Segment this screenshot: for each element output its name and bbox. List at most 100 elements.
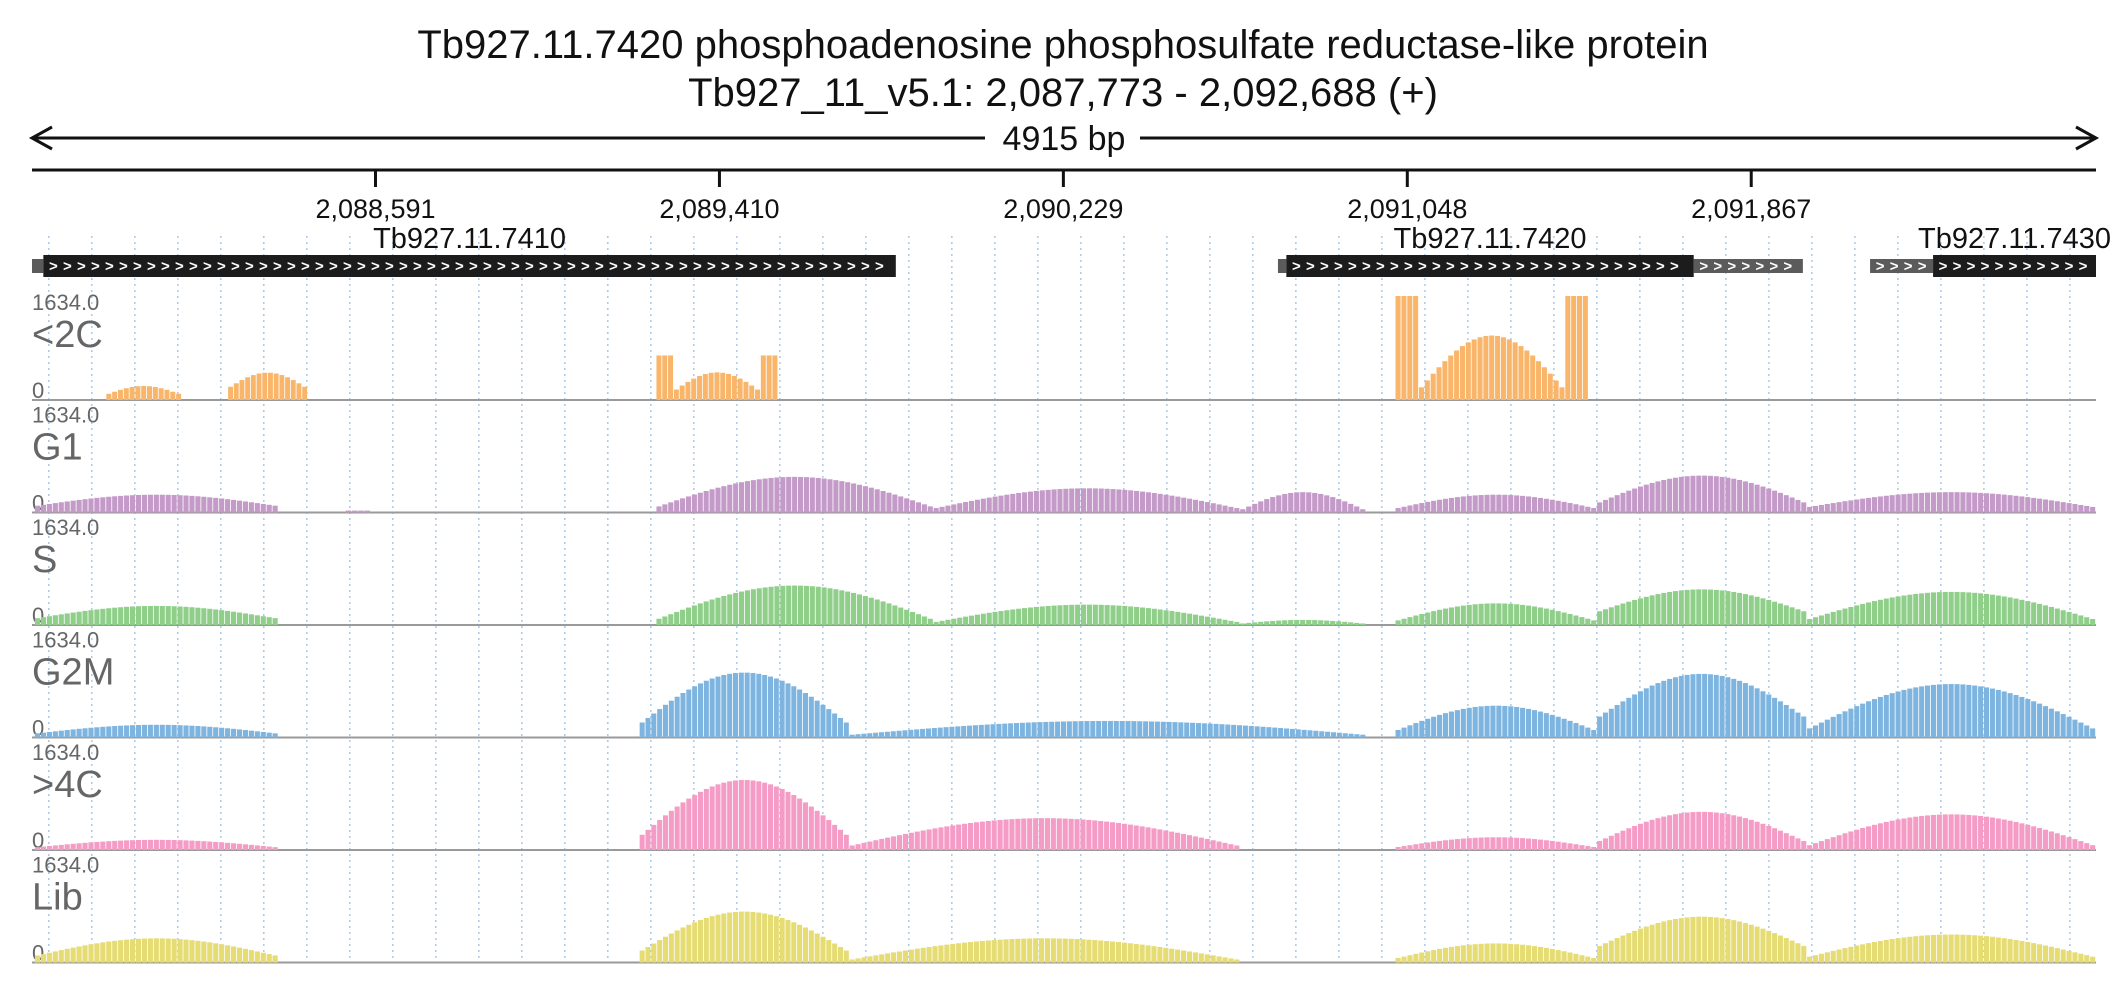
coverage-track: 1634.0S0	[32, 515, 2096, 628]
gene-utr	[1277, 259, 1287, 273]
coverage-bar	[1913, 936, 1919, 963]
coverage-bar	[1555, 611, 1561, 625]
coverage-bar	[100, 726, 106, 738]
coverage-bar	[837, 717, 843, 738]
coverage-bar	[2078, 953, 2084, 963]
coverage-bar	[1567, 720, 1573, 738]
coverage-bar	[779, 917, 785, 963]
coverage-bar	[1514, 706, 1520, 738]
coverage-bar	[744, 481, 751, 513]
coverage-bar	[94, 609, 100, 625]
coverage-bar	[1395, 620, 1401, 625]
coverage-bar	[1169, 495, 1175, 513]
strand-arrow-icon: >	[1967, 258, 1976, 275]
coverage-bar	[697, 919, 704, 963]
coverage-bar	[112, 726, 118, 738]
coverage-bar	[1460, 838, 1466, 850]
coverage-bar	[772, 355, 778, 400]
coverage-bar	[1559, 387, 1565, 400]
coverage-bar	[112, 607, 118, 625]
coverage-bar	[171, 606, 177, 625]
coverage-bar	[1543, 608, 1549, 625]
coverage-bar	[826, 820, 832, 850]
coverage-bar	[1620, 830, 1626, 850]
coverage-bar	[1010, 493, 1016, 513]
coverage-bar	[1871, 601, 1878, 625]
gene-label: Tb927.11.7410	[373, 223, 566, 255]
strand-arrow-icon: >	[525, 258, 534, 275]
coverage-bar	[963, 616, 969, 625]
coverage-bar	[1725, 677, 1731, 738]
coverage-bar	[1978, 492, 1984, 513]
coverage-bar	[943, 727, 949, 738]
coverage-bar	[739, 591, 745, 625]
coverage-bar	[159, 724, 165, 738]
coverage-bar	[856, 484, 863, 513]
coverage-bar	[868, 487, 874, 513]
coverage-bar	[845, 591, 851, 625]
coverage-bar	[927, 506, 933, 513]
coverage-bar	[1830, 611, 1836, 625]
coverage-bar	[1661, 592, 1667, 625]
coverage-bar	[1995, 494, 2001, 513]
coverage-bar	[1561, 718, 1567, 738]
coverage-bar	[873, 840, 879, 850]
coverage-bar	[908, 949, 914, 963]
coverage-bar	[1585, 956, 1591, 963]
track-ymax-label: 1634.0	[32, 740, 99, 765]
coverage-bar	[891, 836, 897, 850]
coverage-bar	[1246, 622, 1252, 625]
coverage-bar	[766, 355, 772, 400]
coverage-bar	[1204, 954, 1210, 963]
coverage-bar	[2060, 949, 2066, 963]
coverage-bar	[1518, 346, 1524, 400]
coverage-bar	[1015, 818, 1021, 850]
coverage-bar	[2037, 827, 2043, 850]
coverage-bar	[1407, 617, 1413, 625]
coverage-bar	[1098, 604, 1104, 625]
coverage-bar	[1696, 811, 1702, 850]
coverage-bar	[1008, 723, 1014, 738]
coverage-bar	[1854, 706, 1860, 738]
coverage-bar	[1075, 604, 1081, 625]
coverage-bar	[1620, 935, 1626, 963]
coverage-bar	[2013, 694, 2019, 738]
coverage-bar	[1307, 730, 1313, 738]
coverage-bar	[46, 503, 52, 513]
coverage-bar	[986, 497, 992, 513]
coverage-bar	[1448, 355, 1454, 400]
coverage-bar	[1063, 488, 1069, 513]
coverage-bar	[1579, 505, 1585, 513]
coverage-bar	[1925, 685, 1931, 738]
coverage-bar	[1818, 722, 1824, 738]
coverage-bar	[1854, 499, 1860, 513]
coverage-bar	[762, 913, 768, 963]
axis-tick-label: 2,090,229	[1003, 194, 1123, 224]
coverage-bar	[1901, 937, 1907, 963]
coverage-bar	[1472, 495, 1478, 513]
strand-arrow-icon: >	[609, 258, 618, 275]
coverage-bar	[2066, 950, 2072, 963]
coverage-bar	[1063, 605, 1069, 625]
coverage-bar	[1222, 619, 1228, 625]
coverage-bar	[1830, 950, 1836, 963]
coverage-bar	[1121, 942, 1127, 963]
coverage-bar	[1672, 814, 1678, 850]
coverage-bar	[225, 842, 231, 850]
coverage-bar	[1258, 621, 1264, 625]
coverage-bar	[645, 829, 651, 850]
coverage-bar	[1626, 490, 1632, 513]
coverage-bar	[2042, 706, 2049, 738]
coverage-bar	[739, 482, 745, 513]
coverage-bar	[1109, 822, 1116, 850]
coverage-bar	[1579, 617, 1585, 625]
coverage-bar	[1060, 721, 1066, 738]
coverage-bar	[1198, 953, 1204, 963]
coverage-bar	[685, 381, 691, 400]
coverage-bar	[1092, 488, 1098, 513]
coverage-bar	[52, 951, 58, 963]
coverage-bar	[703, 490, 709, 513]
coverage-bar	[1038, 818, 1045, 850]
coverage-bar	[1972, 935, 1978, 963]
